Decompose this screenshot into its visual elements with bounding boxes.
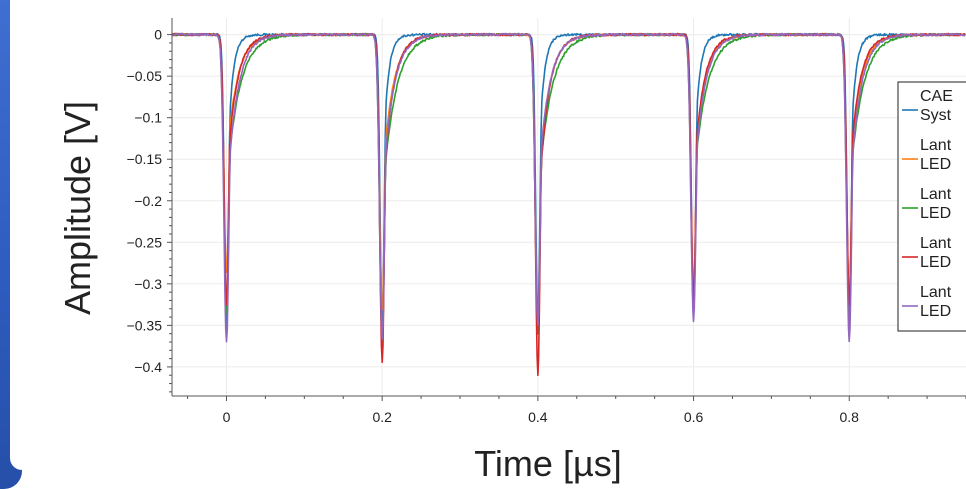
plot-area [172, 18, 966, 396]
y-tick-label: −0.25 [127, 234, 163, 250]
y-tick-label: −0.4 [134, 359, 162, 375]
y-tick-label: −0.35 [127, 317, 163, 333]
legend-label: LED [920, 156, 951, 173]
legend-label: Syst [920, 107, 952, 124]
legend-box [897, 81, 966, 332]
x-tick-label: 0 [223, 409, 231, 425]
ticks: 0 0.2 0.4 0.6 0.8 0 −0.05 −0.1 −0.15 −0.2 −0.25 −0.… [127, 27, 966, 425]
legend: CAE Syst Lant LED Lant LED Lant LED Lant LED [897, 81, 966, 332]
slide-frame [0, 0, 22, 489]
x-tick-label: 0.4 [528, 409, 548, 425]
legend-label: Lant [920, 235, 952, 252]
x-tick-label: 0.8 [840, 409, 860, 425]
y-tick-label: −0.15 [127, 151, 163, 167]
y-tick-label: 0 [154, 27, 162, 43]
legend-label: LED [920, 303, 951, 320]
y-tick-label: −0.1 [134, 110, 162, 126]
x-tick-label: 0.2 [372, 409, 392, 425]
x-axis-title: Time [µs] [474, 443, 621, 484]
y-tick-label: −0.2 [134, 193, 162, 209]
y-tick-label: −0.3 [134, 276, 162, 292]
series-line [172, 32, 966, 343]
x-tick-label: 0.6 [684, 409, 704, 425]
legend-label: LED [920, 205, 951, 222]
legend-label: Lant [920, 137, 952, 154]
y-tick-label: −0.05 [127, 68, 163, 84]
legend-label: Lant [920, 186, 952, 203]
legend-label: LED [920, 254, 951, 271]
legend-label: CAE [920, 88, 953, 105]
series-lines [172, 32, 966, 377]
legend-label: Lant [920, 284, 952, 301]
y-axis-title: Amplitude [V] [57, 101, 98, 315]
